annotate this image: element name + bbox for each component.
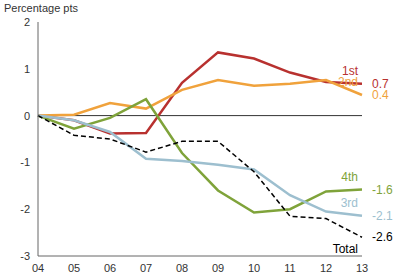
svg-text:Total: Total [333,242,358,256]
svg-text:-2: -2 [20,203,30,215]
svg-text:-3: -3 [20,250,30,262]
svg-text:-1: -1 [20,156,30,168]
svg-text:05: 05 [68,262,80,274]
svg-text:3rd: 3rd [341,196,358,210]
svg-text:10: 10 [248,262,260,274]
svg-text:-2.6: -2.6 [372,230,393,244]
svg-text:08: 08 [176,262,188,274]
svg-text:-1.6: -1.6 [372,183,393,197]
svg-text:06: 06 [104,262,116,274]
svg-text:13: 13 [356,262,368,274]
svg-text:1: 1 [24,63,30,75]
svg-text:11: 11 [284,262,295,274]
svg-text:2: 2 [24,16,30,28]
svg-text:-2.1: -2.1 [372,209,393,223]
svg-text:12: 12 [320,262,332,274]
svg-text:09: 09 [212,262,224,274]
svg-text:2nd: 2nd [338,75,358,89]
svg-text:0.4: 0.4 [372,88,389,102]
svg-text:4th: 4th [341,170,358,184]
svg-text:07: 07 [140,262,152,274]
html-text:Percentage pts: Percentage pts [4,2,78,14]
svg-text:04: 04 [32,262,44,274]
svg-text:1st: 1st [342,63,358,78]
svg-text:0.7: 0.7 [372,76,389,91]
svg-text:0: 0 [24,110,30,122]
